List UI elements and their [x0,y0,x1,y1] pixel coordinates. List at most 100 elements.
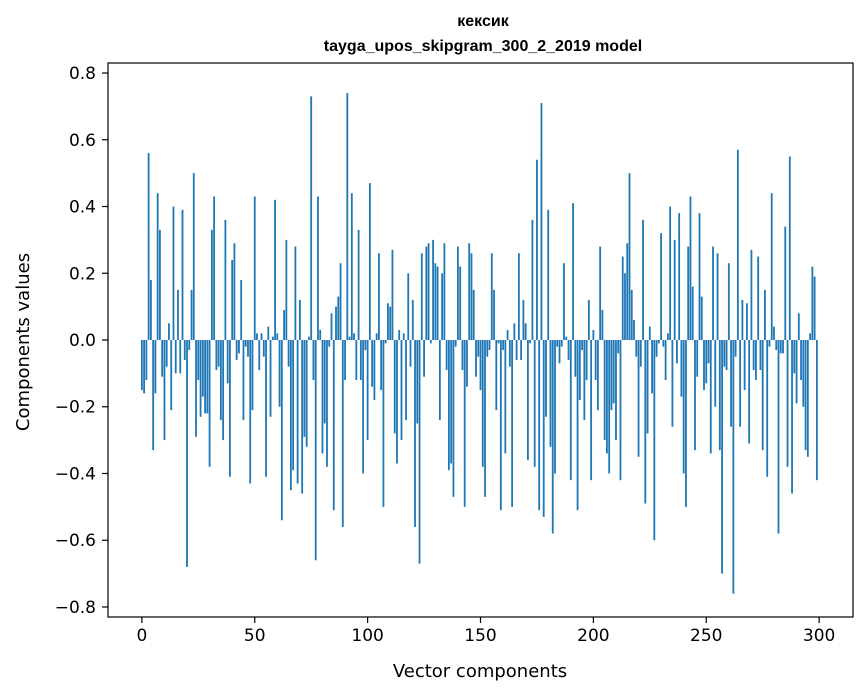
bar [434,263,437,340]
bar [488,340,491,351]
bar [199,340,202,417]
bar [536,159,538,340]
bar [296,340,299,484]
bar [260,333,263,340]
bar [267,326,270,340]
bar [712,246,714,340]
bar [761,340,764,451]
bar [470,253,473,340]
bar [809,333,812,340]
bar [357,229,360,340]
bar [791,340,793,494]
bar [326,340,328,467]
bar [411,299,414,340]
bar [714,340,717,407]
bar [793,340,796,374]
chart-title-group: кексик tayga_upos_skipgram_300_2_2019 mo… [324,13,642,55]
bar [280,340,283,521]
bar [506,329,509,340]
bar [556,340,559,347]
bar [732,340,735,594]
bar [520,340,523,361]
y-tick-label: 0.4 [69,198,96,218]
bar [287,340,290,367]
bar [393,340,396,434]
bar [391,249,394,340]
bar [459,266,462,340]
ticks-group: 0 50 100 150 200 250 300 −0.8 −0.6 −0.4 −0.2 0.0 0.2… [55,64,836,646]
bar [298,299,301,340]
bar [362,340,365,474]
y-tick-label: 0.6 [69,131,96,151]
bar [332,340,335,511]
bar [560,340,563,347]
bar [779,340,782,354]
bar [339,263,342,340]
bar [188,340,191,351]
bar [619,340,622,481]
bar [256,333,258,340]
y-tick-label: −0.4 [55,464,96,484]
bar [504,340,507,454]
bar [368,183,371,340]
x-axis-label: Vector components [393,661,567,682]
bar [479,340,482,391]
bar [610,340,613,411]
bar [648,326,651,340]
bar [380,340,383,391]
bar [786,340,789,467]
bar [418,340,421,564]
bar [337,296,340,340]
bar [321,340,324,454]
bar [219,340,222,421]
bar [317,196,319,340]
bar [587,299,590,340]
y-tick-label: −0.8 [55,598,96,618]
bar [429,340,432,344]
bar [576,340,579,511]
bar [210,229,213,340]
bar [335,306,337,340]
bar [405,340,407,421]
bar [538,340,541,511]
bar [389,306,392,340]
bar [721,340,723,574]
bar [621,256,624,340]
bar [283,309,285,340]
bar [382,340,385,507]
bar [414,340,416,527]
bar [565,336,568,340]
bar [743,340,746,391]
bar [682,340,685,474]
bar [310,96,313,341]
bar [402,333,405,340]
bar [574,340,577,377]
bar [696,340,699,377]
bar [493,289,495,340]
bar [314,340,317,561]
bar [416,340,419,424]
bar [149,279,152,340]
bar [542,340,545,517]
bar [486,340,489,357]
bar [233,243,236,340]
bar [515,340,518,361]
bar [694,340,696,451]
bar [177,289,179,340]
bar [567,340,570,361]
bar [788,156,791,340]
bar [174,340,177,374]
bar [432,239,434,340]
bar [782,340,784,354]
bar [495,340,498,411]
bar [502,340,504,351]
bar [578,340,581,401]
bar [238,340,240,354]
bar [664,340,667,381]
bar [563,263,565,340]
bar [387,303,389,340]
bar [522,299,525,340]
bar [147,153,150,340]
bar [524,323,527,340]
bar [425,246,428,340]
